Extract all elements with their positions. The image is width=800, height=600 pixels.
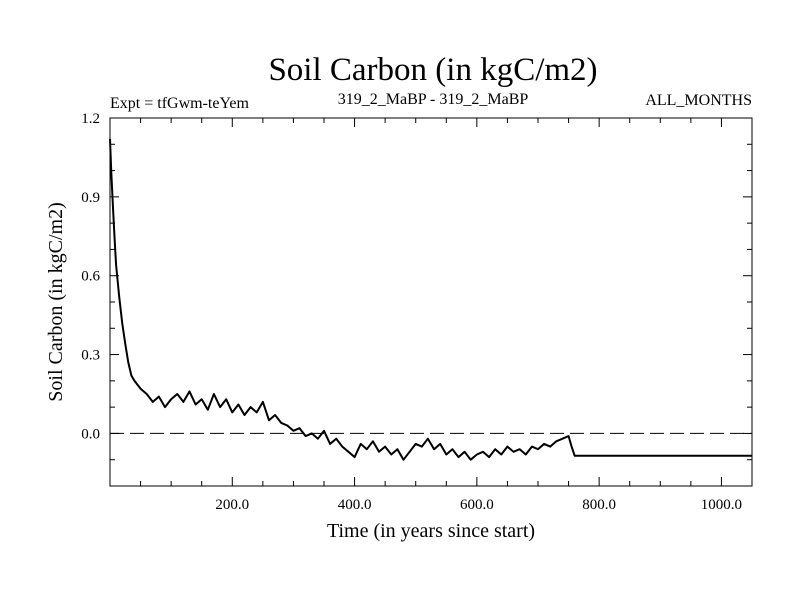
y-tick-label: 0.6 <box>81 269 100 285</box>
plot-frame <box>109 117 753 487</box>
y-axis-tick-labels: 0.0 0.3 0.6 0.9 1.2 <box>81 111 100 442</box>
run-label: 319_2_MaBP - 319_2_MaBP <box>338 91 529 108</box>
y-axis-label: Soil Carbon (in kgC/m2) <box>45 202 67 401</box>
x-tick-label: 800.0 <box>582 497 616 513</box>
y-tick-label: 0.3 <box>81 348 100 364</box>
x-axis-tick-labels: 200.0 400.0 600.0 800.0 1000.0 <box>215 497 742 513</box>
y-tick-label: 1.2 <box>81 111 100 127</box>
series-line-soil-carbon <box>109 138 752 461</box>
x-tick-label: 200.0 <box>215 497 249 513</box>
period-label: ALL_MONTHS <box>645 92 752 109</box>
x-axis-label: Time (in years since start) <box>327 520 535 542</box>
y-axis-ticks <box>110 117 752 487</box>
y-tick-label: 0.9 <box>81 190 100 206</box>
series-group <box>109 138 752 461</box>
x-axis-ticks <box>140 118 722 486</box>
x-tick-label: 400.0 <box>338 497 372 513</box>
y-tick-label: 0.0 <box>81 426 100 442</box>
experiment-label: Expt = tfGwm-teYem <box>110 95 250 112</box>
x-tick-label: 1000.0 <box>701 497 742 513</box>
chart-title: Soil Carbon (in kgC/m2) <box>268 52 597 88</box>
x-tick-label: 600.0 <box>460 497 494 513</box>
